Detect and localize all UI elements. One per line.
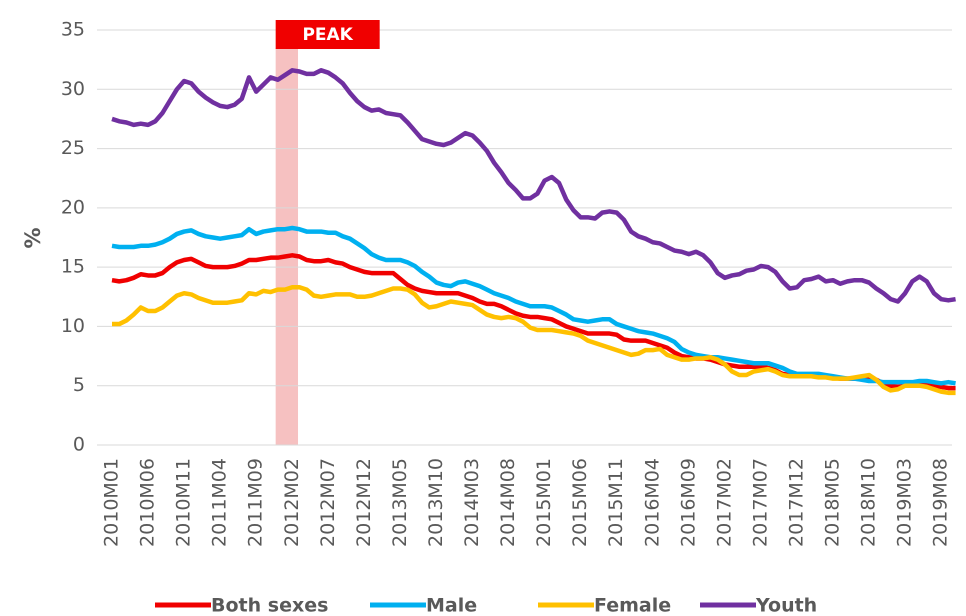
x-tick-label: 2012M07: [317, 458, 339, 547]
series-line: [111, 225, 956, 386]
annotation-text: PEAK: [302, 25, 353, 45]
y-axis-label: %: [21, 227, 45, 248]
x-tick-label: 2017M12: [785, 458, 807, 547]
x-tick-label: 2015M01: [533, 458, 555, 547]
y-tick-label: 30: [61, 78, 85, 100]
legend-label: Youth: [755, 595, 817, 616]
y-tick-label: 35: [61, 19, 85, 41]
legend-item: Female: [538, 595, 671, 616]
x-tick-label: 2012M12: [353, 458, 375, 547]
legend-item: Youth: [700, 595, 817, 616]
legend-label: Male: [426, 595, 477, 616]
x-tick-label: 2017M02: [713, 458, 735, 547]
x-tick-label: 2014M08: [497, 458, 519, 547]
y-tick-label: 25: [61, 137, 85, 159]
legend-label: Both sexes: [211, 595, 328, 616]
y-tick-label: 20: [61, 196, 85, 218]
series-line: [111, 253, 956, 391]
x-tick-label: 2019M08: [930, 458, 952, 547]
x-tick-label: 2012M02: [281, 458, 303, 547]
legend-item: Male: [370, 595, 477, 616]
x-tick-label: 2018M05: [822, 458, 844, 547]
y-tick-label: 10: [61, 315, 85, 337]
x-tick-label: 2010M01: [101, 458, 123, 547]
y-tick-label: 15: [61, 256, 85, 278]
annotation-band: [275, 48, 299, 445]
annotation-box: [275, 20, 380, 49]
x-tick-label: 2015M06: [569, 458, 591, 547]
x-tick-label: 2014M03: [461, 458, 483, 547]
legend-item: Both sexes: [155, 595, 328, 616]
legend-label: Female: [594, 595, 671, 616]
x-tick-label: 2019M03: [894, 458, 916, 547]
x-tick-label: 2017M07: [749, 458, 771, 547]
x-tick-label: 2010M06: [137, 458, 159, 547]
series-line: [112, 285, 956, 396]
y-tick-label: 5: [73, 374, 85, 396]
x-tick-label: 2018M10: [858, 458, 880, 547]
x-tick-label: 2011M09: [245, 458, 267, 547]
x-tick-label: 2013M05: [389, 458, 411, 547]
x-tick-label: 2015M11: [605, 458, 627, 547]
x-tick-label: 2013M10: [425, 458, 447, 547]
x-tick-label: 2016M09: [677, 458, 699, 547]
x-tick-label: 2011M04: [209, 458, 231, 547]
y-tick-label: 0: [73, 434, 85, 456]
x-tick-label: 2016M04: [641, 458, 663, 547]
annotation: PEAK: [275, 20, 380, 49]
x-tick-label: 2010M11: [173, 458, 195, 547]
series-line: [111, 68, 956, 304]
